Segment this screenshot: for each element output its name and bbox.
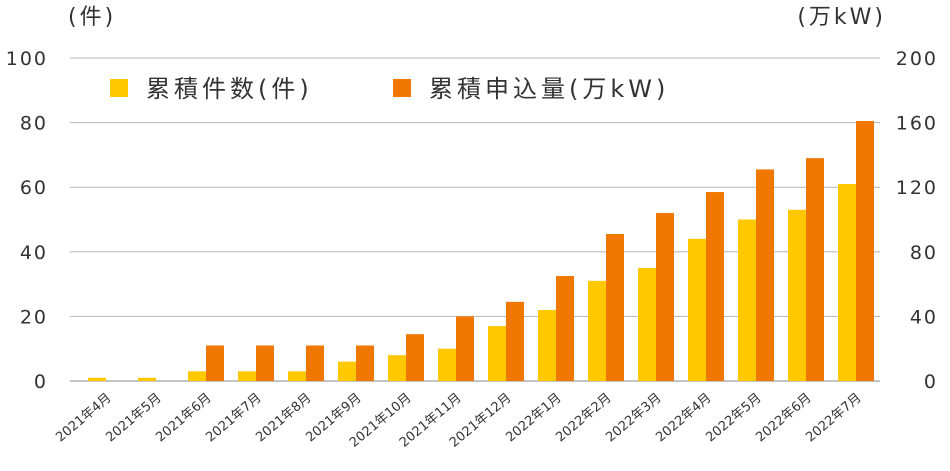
legend-swatch-capacity — [393, 79, 411, 97]
right-tick-label: 200 — [896, 48, 938, 70]
bar-count — [638, 267, 656, 381]
left-tick-label: 60 — [20, 177, 48, 199]
bar-count — [288, 371, 306, 381]
left-axis-ticks: 100 80 60 40 20 0 — [6, 48, 48, 393]
right-axis-unit: (万kW) — [797, 5, 886, 30]
bar-capacity — [206, 345, 224, 381]
legend: 累積件数(件) 累積申込量(万kW) — [110, 75, 669, 103]
left-tick-label: 80 — [20, 113, 48, 135]
left-tick-label: 100 — [6, 48, 48, 70]
bars — [88, 120, 874, 382]
bar-count — [188, 371, 206, 381]
bar-count — [138, 377, 156, 381]
right-tick-label: 80 — [910, 242, 938, 264]
left-tick-label: 0 — [34, 371, 48, 393]
legend-label-count: 累積件数(件) — [146, 75, 313, 103]
right-tick-label: 120 — [896, 177, 938, 199]
right-tick-label: 40 — [910, 306, 938, 328]
bar-capacity — [306, 345, 324, 381]
legend-label-capacity: 累積申込量(万kW) — [429, 75, 669, 103]
bar-capacity — [756, 169, 774, 381]
bar-capacity — [556, 276, 574, 381]
bar-count — [388, 355, 406, 381]
left-tick-label: 40 — [20, 242, 48, 264]
bar-count — [238, 371, 256, 381]
bar-count — [688, 238, 706, 381]
x-axis-ticks: 2021年4月2021年5月2021年6月2021年7月2021年8月2021年… — [53, 391, 864, 451]
x-tick-label: 2022年7月 — [803, 391, 864, 446]
bar-capacity — [656, 213, 674, 381]
right-tick-label: 0 — [924, 371, 938, 393]
bar-capacity — [506, 301, 524, 381]
legend-swatch-count — [110, 79, 128, 97]
bar-count — [588, 280, 606, 381]
left-tick-label: 20 — [20, 306, 48, 328]
bar-capacity — [706, 192, 724, 381]
bar-capacity — [856, 120, 874, 382]
bar-count — [838, 183, 856, 381]
bar-capacity — [806, 158, 824, 381]
bar-capacity — [606, 234, 624, 381]
right-axis-ticks: 200 160 120 80 40 0 — [896, 48, 938, 393]
bar-count — [538, 309, 556, 381]
bar-capacity — [406, 334, 424, 381]
bar-count — [338, 361, 356, 381]
bar-count — [738, 219, 756, 381]
bar-count — [438, 348, 456, 381]
bar-count — [88, 377, 106, 381]
bar-count — [488, 326, 506, 381]
left-axis-unit: (件) — [68, 5, 116, 30]
bar-capacity — [256, 345, 274, 381]
bar-count — [788, 209, 806, 381]
bar-capacity — [456, 316, 474, 381]
bar-capacity — [356, 345, 374, 381]
right-tick-label: 160 — [896, 113, 938, 135]
